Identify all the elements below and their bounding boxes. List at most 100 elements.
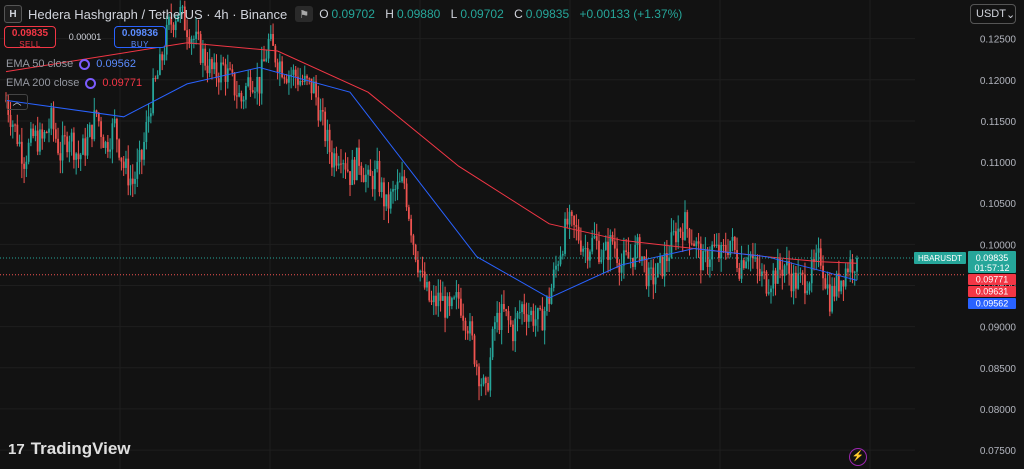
candle-body	[536, 308, 539, 320]
candle-body	[770, 288, 772, 293]
candle-body	[143, 141, 145, 160]
candle-body	[577, 226, 580, 241]
candle-body	[751, 254, 754, 259]
candle-body	[220, 62, 222, 83]
high-label: H	[385, 7, 394, 21]
candle-body	[281, 61, 284, 78]
ema200-legend[interactable]: EMA 200 close 0.09771	[6, 77, 142, 89]
last-price-label: 0.09835	[976, 253, 1009, 263]
candle-body	[810, 259, 813, 284]
candle-body	[131, 178, 134, 184]
candle-body	[450, 298, 453, 307]
chevron-up-icon[interactable]: ︿	[6, 94, 28, 110]
candle-body	[27, 142, 30, 162]
candle-body	[421, 270, 424, 272]
candle-body	[622, 250, 625, 266]
last-price-box	[968, 250, 1016, 273]
candle-body	[351, 159, 354, 185]
candle-body	[297, 76, 299, 85]
candle-body	[521, 304, 523, 313]
candle-body	[641, 256, 643, 261]
tradingview-logo[interactable]: 17 TradingView	[8, 439, 131, 459]
candle-body	[616, 248, 618, 263]
chart-title[interactable]: Hedera Hashgraph / TetherUS · 4h · Binan…	[28, 6, 288, 22]
candle-body	[613, 241, 616, 249]
candle-body	[831, 286, 834, 312]
candle-body	[380, 182, 383, 193]
candle-body	[118, 139, 121, 158]
candle-body	[704, 250, 707, 252]
candle-body	[620, 265, 623, 273]
candle-body	[498, 312, 501, 331]
candle-body	[765, 271, 768, 294]
candle-body	[849, 259, 852, 273]
lightning-icon[interactable]: ⚡	[849, 448, 867, 466]
candle-body	[174, 21, 177, 31]
candle-body	[206, 65, 209, 74]
candle-body	[233, 72, 236, 96]
candle-body	[168, 16, 170, 25]
candle-body	[378, 160, 381, 193]
candle-body	[815, 252, 818, 262]
settings-icon[interactable]	[79, 58, 91, 70]
candle-body	[161, 54, 164, 61]
candle-body	[661, 256, 664, 277]
candle-body	[36, 130, 39, 152]
candle-body	[410, 218, 413, 236]
candle-body	[224, 64, 227, 82]
candle-body	[783, 265, 786, 276]
settings-icon[interactable]	[85, 77, 97, 89]
candle-body	[229, 68, 231, 70]
candle-body	[799, 272, 802, 274]
candle-body	[367, 169, 370, 175]
candle-body	[453, 297, 456, 299]
candle-body	[374, 169, 376, 190]
ema50-legend[interactable]: EMA 50 close 0.09562	[6, 58, 136, 70]
candle-body	[242, 99, 245, 102]
candle-body	[763, 271, 766, 273]
candle-body	[690, 243, 693, 245]
candle-body	[546, 296, 548, 312]
flag-icon[interactable]: ⚑	[295, 6, 314, 22]
candle-body	[147, 116, 150, 122]
change-value: +0.00133 (+1.37%)	[579, 7, 683, 21]
y-tick-label: 0.09000	[980, 323, 1017, 334]
sell-price: 0.09835	[11, 28, 49, 39]
candle-body	[586, 248, 589, 261]
currency-label: USDT	[976, 8, 1006, 20]
candle-body	[97, 112, 100, 122]
candle-body	[457, 292, 460, 299]
candle-body	[159, 54, 161, 75]
candle-body	[54, 129, 57, 139]
candle-body	[684, 212, 686, 240]
candle-body	[326, 129, 329, 142]
candle-body	[428, 281, 431, 301]
currency-select[interactable]: USDT ⌄	[970, 4, 1016, 24]
candle-body	[231, 69, 234, 73]
candle-body	[274, 45, 277, 63]
candle-body	[514, 318, 517, 342]
candle-body	[68, 141, 71, 153]
candle-body	[195, 31, 198, 39]
candle-body	[484, 377, 487, 383]
candle-body	[16, 124, 19, 145]
candle-body	[742, 260, 745, 269]
candle-body	[446, 296, 449, 318]
symbol-logo-icon[interactable]: H	[4, 5, 22, 23]
candle-body	[695, 241, 698, 247]
candle-body	[625, 250, 628, 252]
candle-body	[369, 169, 372, 176]
candle-body	[557, 264, 560, 266]
ema200-label: EMA 200 close	[6, 77, 80, 89]
candle-body	[745, 261, 747, 269]
candle-body	[548, 296, 551, 304]
buy-button[interactable]: 0.09836 BUY	[114, 26, 166, 49]
candle-body	[550, 287, 553, 304]
candle-body	[213, 62, 216, 70]
sell-button[interactable]: 0.09835 SELL	[4, 26, 56, 49]
candle-body	[276, 62, 279, 73]
candle-body	[337, 163, 340, 166]
candle-body	[335, 153, 338, 166]
candle-body	[722, 244, 725, 246]
